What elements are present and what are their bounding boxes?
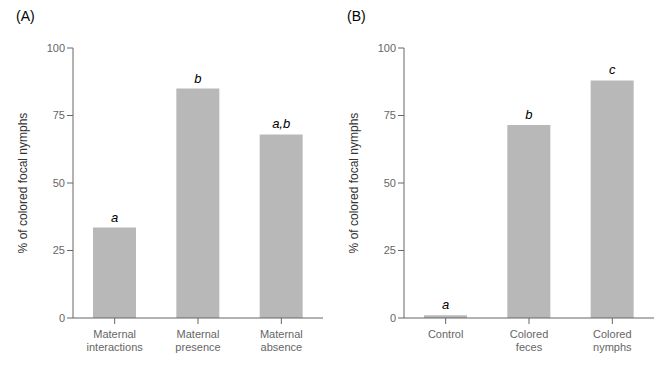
- svg-text:Coloredfeces: Coloredfeces: [510, 328, 549, 353]
- svg-text:a,b: a,b: [272, 116, 290, 131]
- svg-text:Maternalabsence: Maternalabsence: [260, 328, 303, 353]
- svg-text:Control: Control: [428, 328, 463, 340]
- svg-text:b: b: [194, 71, 201, 86]
- svg-text:100: 100: [378, 42, 396, 54]
- html-text:(B): (B): [347, 8, 366, 24]
- svg-text:50: 50: [384, 177, 396, 189]
- svg-text:a: a: [111, 210, 118, 225]
- svg-text:% of colored focal nymphs: % of colored focal nymphs: [347, 113, 361, 254]
- svg-text:a: a: [442, 297, 449, 312]
- svg-text:% of colored focal nymphs: % of colored focal nymphs: [16, 113, 30, 254]
- svg-text:c: c: [609, 62, 616, 77]
- svg-text:0: 0: [59, 312, 65, 324]
- svg-text:0: 0: [390, 312, 396, 324]
- svg-text:25: 25: [53, 244, 65, 256]
- svg-text:100: 100: [47, 42, 65, 54]
- svg-text:75: 75: [384, 109, 396, 121]
- svg-text:b: b: [525, 107, 532, 122]
- svg-text:Maternalpresence: Maternalpresence: [175, 328, 220, 353]
- svg-text:50: 50: [53, 177, 65, 189]
- svg-text:Colorednymphs: Colorednymphs: [593, 328, 632, 353]
- svg-text:25: 25: [384, 244, 396, 256]
- html-text:(A): (A): [16, 8, 35, 24]
- svg-text:Maternalinteractions: Maternalinteractions: [87, 328, 144, 353]
- svg-text:75: 75: [53, 109, 65, 121]
